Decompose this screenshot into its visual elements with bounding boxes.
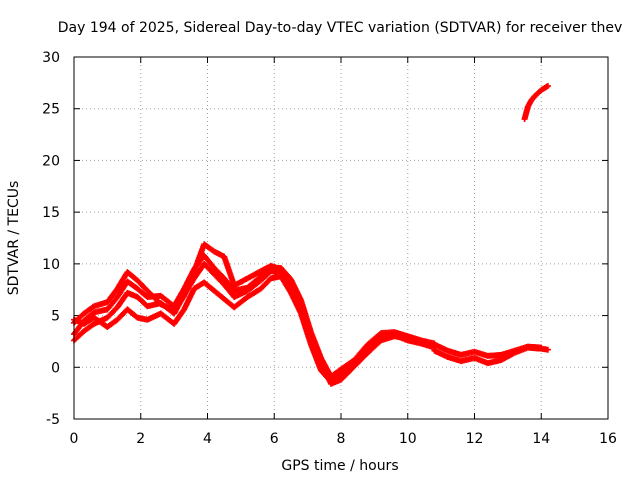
chart-title: Day 194 of 2025, Sidereal Day-to-day VTE… [58, 20, 622, 36]
x-tick-labels: 0 2 4 6 8 10 12 14 16 [70, 431, 617, 447]
x-axis-label: GPS time / hours [281, 458, 398, 474]
data-point [544, 346, 551, 353]
x-tick-label: 10 [399, 431, 417, 447]
series-trace-6 [431, 341, 545, 359]
x-tick-label: 14 [532, 431, 550, 447]
y-tick-label: 15 [42, 205, 60, 221]
data-series [71, 82, 551, 387]
data-point [538, 344, 545, 351]
y-tick-label: 0 [51, 360, 60, 376]
y-tick-label: 5 [51, 309, 60, 325]
x-tick-label: 0 [70, 431, 79, 447]
y-tick-label: 25 [42, 102, 60, 118]
x-tick-label: 4 [203, 431, 212, 447]
axis-ticks [73, 56, 609, 420]
x-tick-label: 8 [337, 431, 346, 447]
series-trace-7 [521, 82, 551, 123]
y-tick-label: -5 [46, 412, 60, 428]
data-point [544, 82, 551, 89]
x-tick-label: 12 [466, 431, 484, 447]
series-trace-4 [71, 273, 438, 385]
y-tick-label: 20 [42, 153, 60, 169]
x-tick-label: 6 [270, 431, 279, 447]
y-tick-labels: -5 0 5 10 15 20 25 30 [42, 50, 60, 428]
y-tick-label: 30 [42, 50, 60, 66]
plot-frame [73, 56, 609, 420]
y-tick-label: 10 [42, 257, 60, 273]
y-axis-label: SDTVAR / TECUs [6, 181, 22, 296]
x-tick-label: 2 [136, 431, 145, 447]
x-tick-label: 16 [599, 431, 617, 447]
